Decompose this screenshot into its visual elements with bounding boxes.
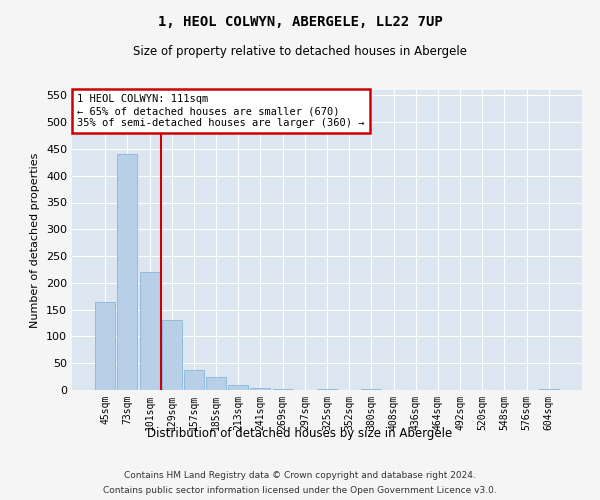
Text: Distribution of detached houses by size in Abergele: Distribution of detached houses by size …: [148, 428, 452, 440]
Bar: [206, 376, 226, 390]
Bar: [162, 320, 182, 390]
Bar: [317, 389, 337, 390]
Bar: [184, 370, 204, 390]
Bar: [228, 385, 248, 390]
Text: 1 HEOL COLWYN: 111sqm
← 65% of detached houses are smaller (670)
35% of semi-det: 1 HEOL COLWYN: 111sqm ← 65% of detached …: [77, 94, 365, 128]
Y-axis label: Number of detached properties: Number of detached properties: [31, 152, 40, 328]
Text: Size of property relative to detached houses in Abergele: Size of property relative to detached ho…: [133, 45, 467, 58]
Bar: [95, 302, 115, 390]
Text: Contains HM Land Registry data © Crown copyright and database right 2024.: Contains HM Land Registry data © Crown c…: [124, 471, 476, 480]
Bar: [118, 154, 137, 390]
Bar: [250, 388, 271, 390]
Bar: [539, 389, 559, 390]
Text: Contains public sector information licensed under the Open Government Licence v3: Contains public sector information licen…: [103, 486, 497, 495]
Text: 1, HEOL COLWYN, ABERGELE, LL22 7UP: 1, HEOL COLWYN, ABERGELE, LL22 7UP: [158, 15, 442, 29]
Bar: [140, 272, 160, 390]
